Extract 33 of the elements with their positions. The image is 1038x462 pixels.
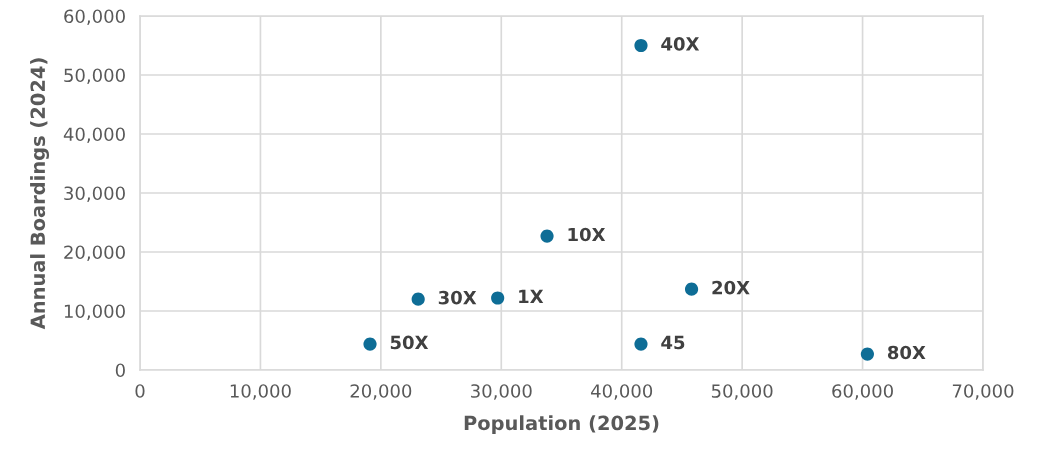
annotation: 80X [887, 345, 926, 360]
point [860, 347, 874, 361]
annotation: 40X [661, 37, 700, 51]
y-tick-label: 60,000 [64, 9, 125, 25]
x-tick-label: 10,000 [230, 384, 291, 400]
y-axis-title: Annual Boardings (2024) [30, 58, 50, 330]
annotation: 20X [712, 280, 750, 295]
x-tick-label: 0 [135, 384, 145, 398]
x-tick-label: 50,000 [711, 384, 773, 400]
annotation: 1X [519, 289, 544, 303]
y-tick-label: 10,000 [64, 304, 125, 320]
y-tick-label: 0 [115, 363, 125, 378]
annotation: 50X [390, 335, 429, 350]
x-tick-label: 60,000 [832, 384, 893, 400]
x-axis-title: Population (2025) [464, 415, 659, 435]
annotation: 30X [438, 290, 477, 305]
x-tick-label: 30,000 [471, 384, 532, 400]
y-tick-label: 30,000 [64, 186, 125, 202]
point [540, 229, 554, 243]
x-tick-label: 40,000 [591, 384, 653, 400]
annotation: 45 [661, 335, 685, 350]
point [411, 292, 425, 306]
annotation: 10X [568, 227, 606, 242]
y-tick-label: 20,000 [64, 245, 125, 261]
y-tick-label: 40,000 [63, 127, 125, 143]
y-tick-label: 50,000 [64, 68, 125, 84]
x-tick-label: 20,000 [350, 384, 412, 400]
x-tick-label: 70,000 [952, 384, 1014, 400]
point [684, 282, 699, 296]
point [634, 38, 648, 53]
point [634, 337, 648, 351]
point [491, 291, 505, 305]
point [363, 337, 377, 351]
